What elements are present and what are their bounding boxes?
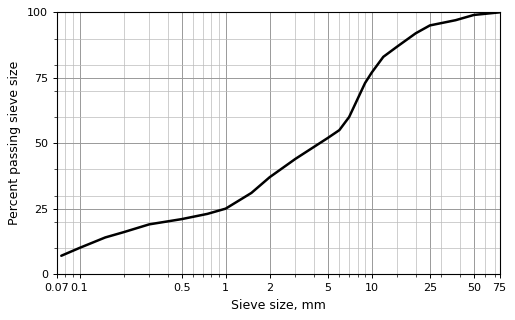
- Y-axis label: Percent passing sieve size: Percent passing sieve size: [8, 61, 21, 225]
- X-axis label: Sieve size, mm: Sieve size, mm: [231, 299, 325, 312]
